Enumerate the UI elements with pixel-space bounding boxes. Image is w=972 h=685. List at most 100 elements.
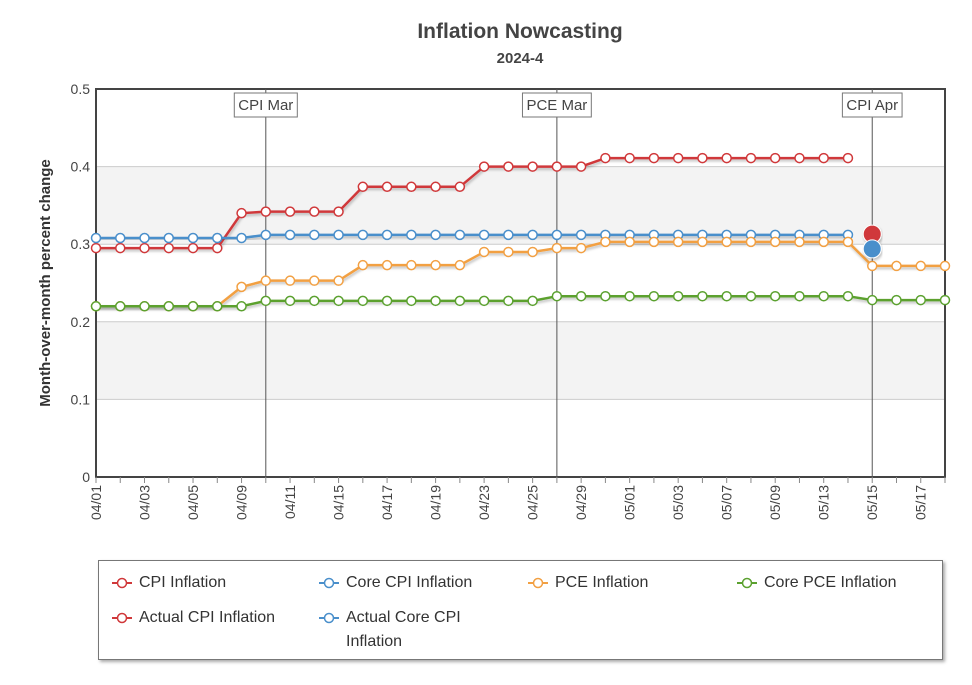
point	[769, 152, 781, 164]
point	[551, 242, 563, 254]
legend-label: Core CPI Inflation	[346, 574, 473, 591]
legend-symbol	[112, 577, 132, 589]
legend-item[interactable]: Actual CPI Inflation	[111, 606, 318, 659]
plot-band	[96, 321, 945, 400]
point	[624, 290, 635, 302]
point	[309, 229, 320, 241]
legend-label: CPI Inflation	[139, 574, 227, 591]
point	[284, 275, 296, 286]
point	[842, 152, 854, 164]
point	[769, 290, 781, 302]
point	[309, 295, 320, 307]
point	[381, 295, 393, 307]
point	[600, 290, 611, 302]
point	[551, 229, 563, 241]
x-tick-label: 04/09	[234, 485, 250, 520]
point	[478, 295, 490, 307]
plot-band	[96, 166, 945, 245]
point	[309, 275, 320, 286]
point	[697, 290, 708, 302]
point	[406, 181, 417, 193]
point	[406, 229, 417, 241]
point	[187, 242, 199, 254]
point	[260, 229, 272, 241]
x-tick-label: 04/05	[185, 485, 201, 520]
point	[163, 232, 175, 244]
point	[478, 161, 490, 172]
point	[527, 229, 538, 241]
x-tick-label: 04/15	[331, 485, 347, 520]
x-tick-label: 05/09	[767, 485, 783, 520]
legend-item[interactable]: CPI Inflation	[111, 571, 318, 600]
point	[430, 259, 441, 271]
x-tick-label: 04/03	[137, 485, 153, 520]
point	[212, 301, 223, 312]
point	[503, 161, 514, 172]
point	[915, 260, 926, 272]
point	[745, 236, 757, 248]
point	[163, 301, 175, 312]
point	[915, 294, 926, 306]
point	[600, 152, 611, 164]
point	[575, 161, 587, 172]
point	[624, 152, 635, 164]
legend-item[interactable]: Core PCE Inflation	[736, 571, 946, 600]
point	[406, 295, 417, 307]
annotation: PCE Mar	[521, 92, 592, 118]
point	[794, 290, 805, 302]
x-tick-label: 05/07	[719, 485, 735, 520]
y-tick-label: 0.3	[71, 236, 91, 252]
point	[357, 295, 369, 307]
point	[648, 290, 660, 302]
point	[721, 152, 732, 164]
point	[527, 295, 538, 307]
point	[891, 294, 902, 306]
x-tick-label: 04/01	[88, 485, 104, 520]
point	[721, 236, 732, 248]
point	[90, 242, 102, 254]
point	[187, 301, 199, 312]
point	[163, 242, 175, 254]
point	[90, 232, 102, 244]
point	[478, 246, 490, 258]
point	[818, 152, 829, 164]
legend-label: Core PCE Inflation	[764, 574, 897, 591]
point	[212, 232, 223, 244]
point	[624, 236, 635, 248]
legend: CPI Inflation Core CPI Inflation PCE Infla…	[98, 560, 943, 660]
point	[333, 229, 344, 241]
point	[818, 290, 829, 302]
annotation: CPI Apr	[841, 92, 903, 118]
point	[551, 161, 563, 172]
x-tick-label: 04/23	[476, 485, 492, 520]
point	[745, 290, 757, 302]
legend-item[interactable]: PCE Inflation	[527, 571, 736, 600]
point	[115, 242, 126, 254]
point	[551, 290, 563, 302]
point	[454, 181, 466, 193]
legend-label: PCE Inflation	[555, 574, 649, 591]
point	[260, 295, 272, 307]
chart: Inflation Nowcasting 2024-4 Month-over-m…	[37, 20, 951, 520]
point	[284, 229, 296, 241]
point	[333, 206, 344, 217]
point	[842, 236, 854, 248]
point	[139, 242, 150, 254]
annotation-box	[841, 92, 903, 118]
legend-label: Actual Core CPI Inflation	[346, 609, 461, 650]
point	[697, 236, 708, 248]
point	[139, 301, 150, 312]
x-tick-label: 04/25	[525, 485, 541, 520]
point	[503, 295, 514, 307]
legend-item[interactable]: Actual Core CPI Inflation	[318, 606, 527, 659]
legend-symbol	[112, 612, 132, 624]
point	[454, 295, 466, 307]
point	[139, 232, 150, 244]
annotation-box	[233, 92, 298, 118]
point	[309, 206, 320, 217]
legend-item[interactable]: Core CPI Inflation	[318, 571, 527, 600]
point	[745, 152, 757, 164]
point	[333, 275, 344, 286]
point	[430, 181, 441, 193]
point	[357, 229, 369, 241]
